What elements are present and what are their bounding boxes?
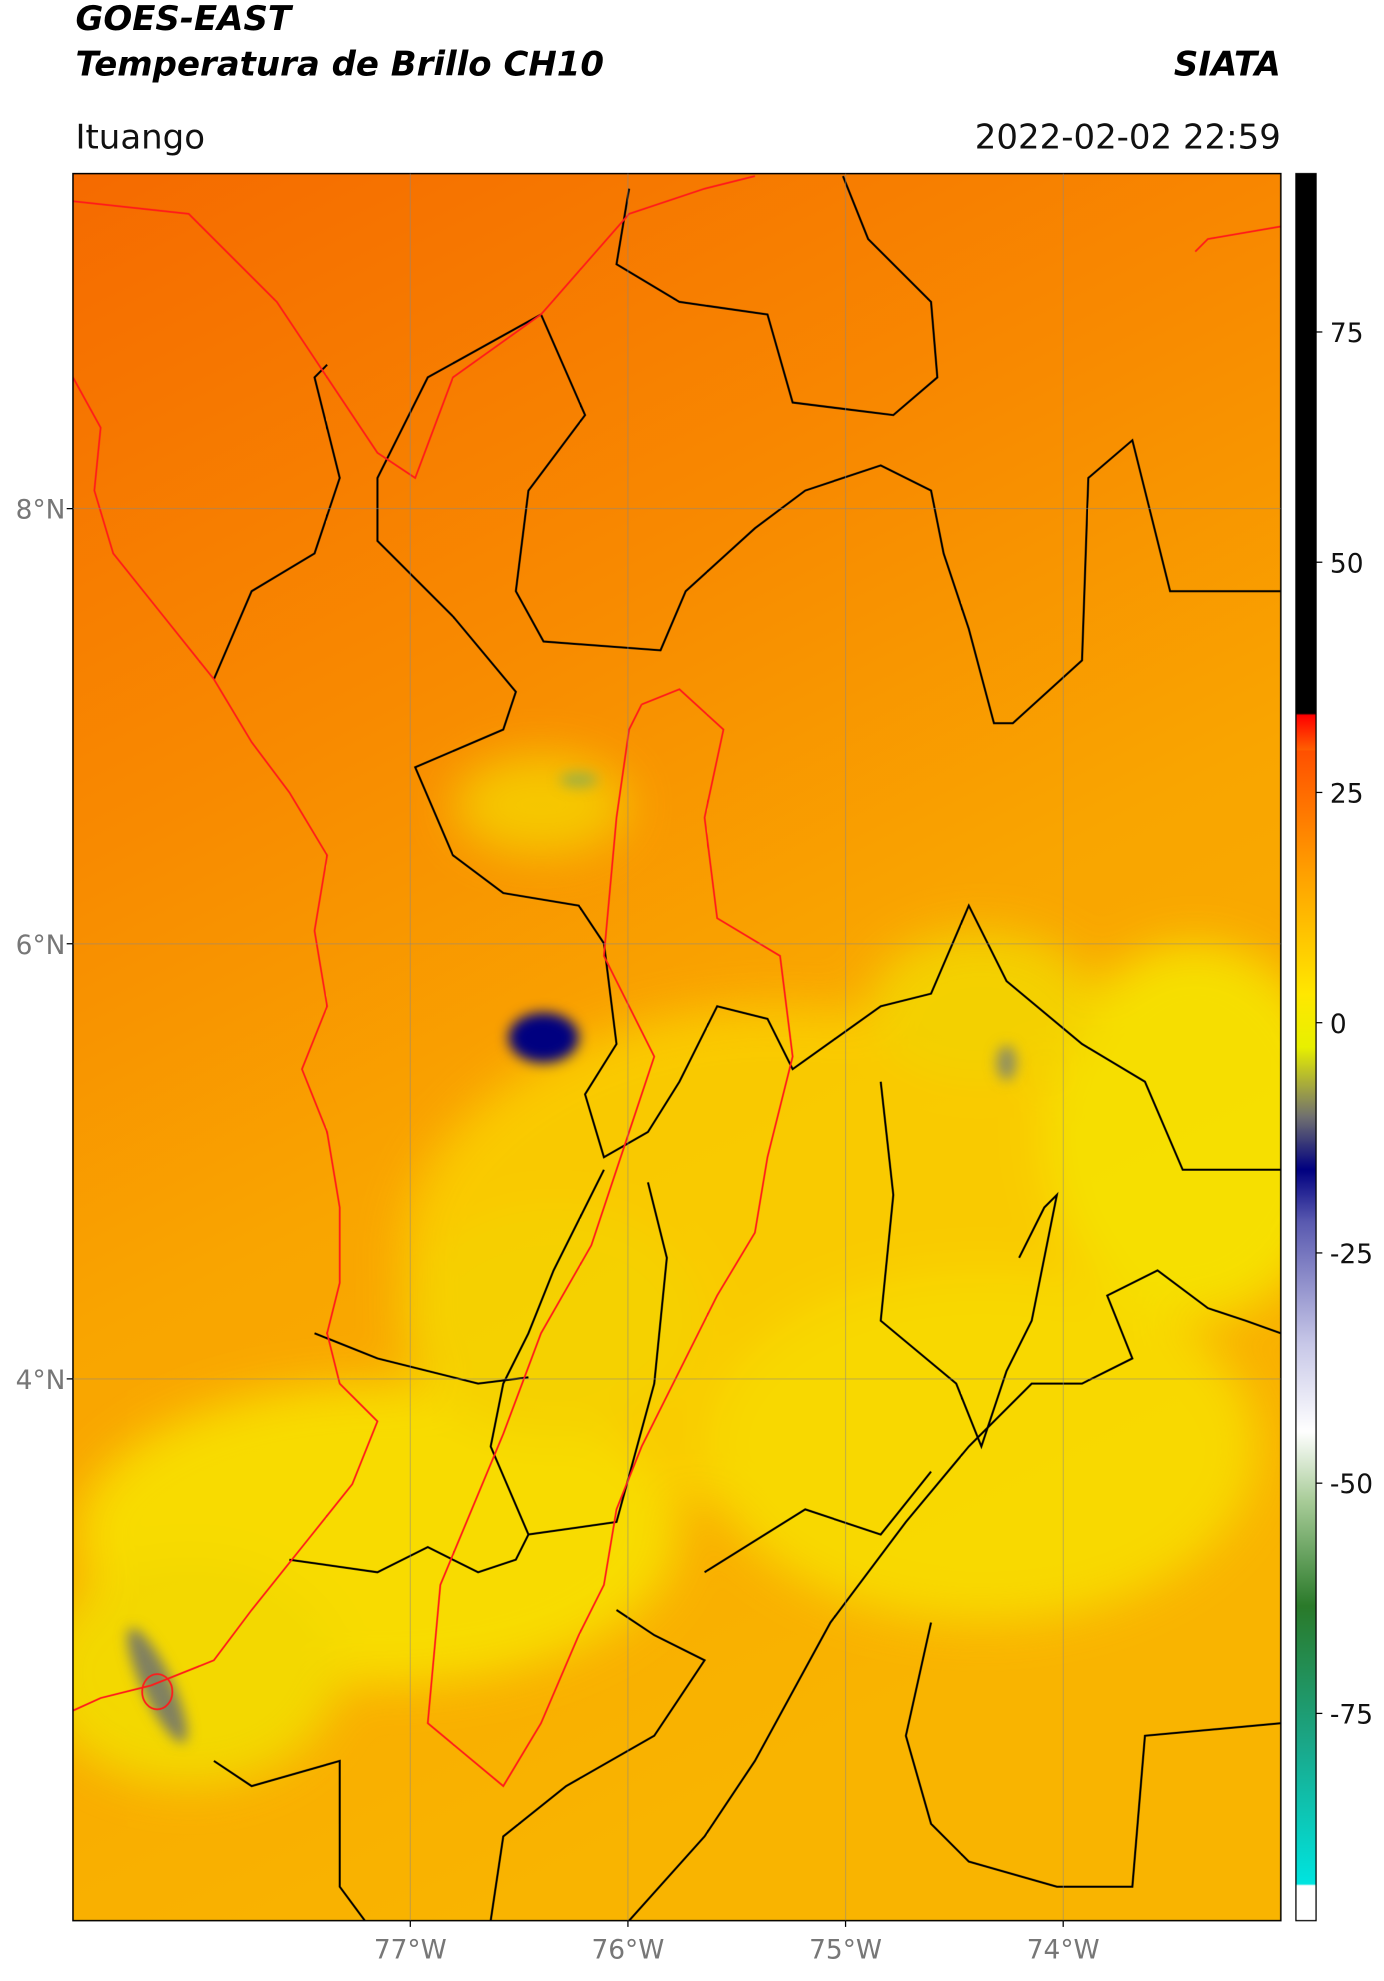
colorbar-label: 75 (1330, 318, 1364, 349)
colorbar-label: -25 (1330, 1239, 1373, 1270)
colorbar-label: 0 (1330, 1009, 1347, 1040)
location-label: Ituango (75, 117, 205, 157)
datetime-label: 2022-02-02 22:59 (975, 117, 1281, 157)
colorbar-label: -50 (1330, 1469, 1373, 1500)
lat-label: 4°N (16, 1365, 66, 1396)
map-frame (72, 172, 1282, 1922)
lon-label: 74°W (1027, 1934, 1100, 1965)
lat-label: 6°N (16, 930, 66, 961)
colorbar-label: 50 (1330, 548, 1364, 579)
colorbar-label: -75 (1330, 1699, 1373, 1730)
lat-label: 8°N (16, 495, 66, 526)
colorbar-label: 25 (1330, 779, 1364, 810)
lon-label: 77°W (374, 1934, 447, 1965)
product-title: Temperatura de Brillo CH10 (75, 44, 604, 84)
lon-label: 75°W (809, 1934, 882, 1965)
org-label: SIATA (1174, 44, 1281, 84)
colorbar (1295, 172, 1317, 1922)
map-image (72, 173, 1281, 1921)
source-title: GOES-EAST (75, 0, 293, 39)
lon-label: 76°W (591, 1934, 664, 1965)
